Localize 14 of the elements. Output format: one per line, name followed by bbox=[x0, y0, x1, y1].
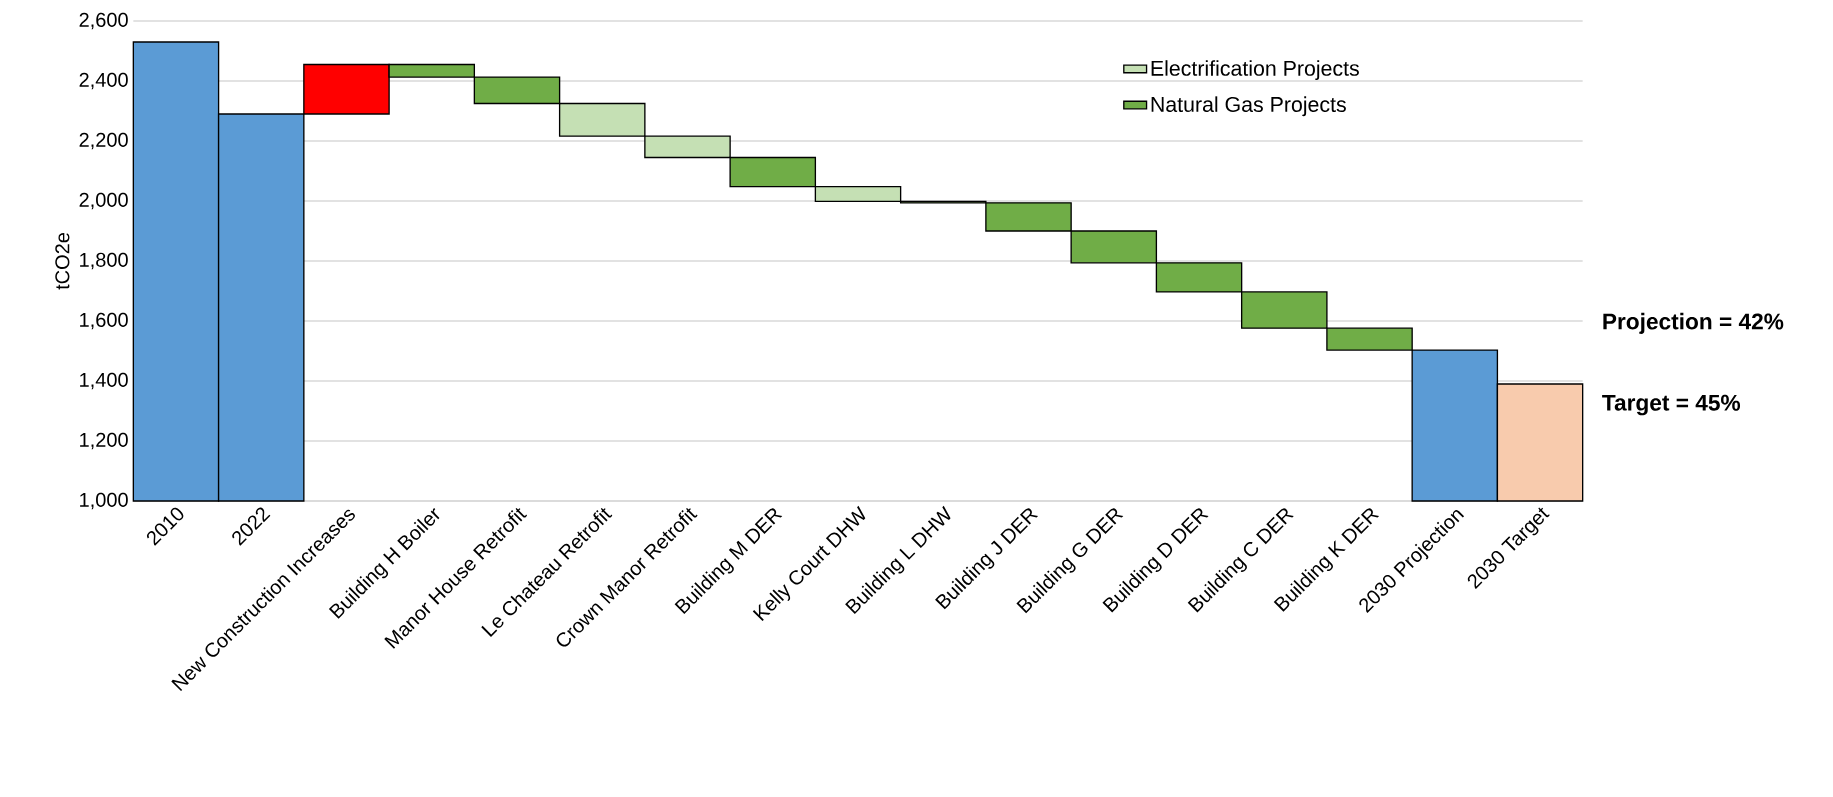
y-axis-title: tCO2e bbox=[55, 232, 70, 290]
text: Target = 45% bbox=[1602, 394, 1741, 416]
y-tick-label: 2,400 bbox=[79, 72, 128, 90]
legend-label: Electrification Projects bbox=[1151, 60, 1359, 81]
y-tick-label: 2,200 bbox=[79, 132, 128, 150]
text: Projection = 42% bbox=[1603, 312, 1784, 334]
y-tick-label: 1,600 bbox=[80, 312, 128, 330]
y-tick-label: 1,800 bbox=[80, 252, 128, 270]
y-tick-label: 1,400 bbox=[80, 372, 128, 390]
legend-label: Natural Gas Projects bbox=[1151, 96, 1346, 117]
y-tick-label: 2,000 bbox=[79, 192, 128, 210]
y-tick-label: 1,200 bbox=[80, 432, 128, 450]
y-tick-label: 1,000 bbox=[80, 492, 128, 510]
y-tick-label: 2,600 bbox=[79, 12, 128, 30]
